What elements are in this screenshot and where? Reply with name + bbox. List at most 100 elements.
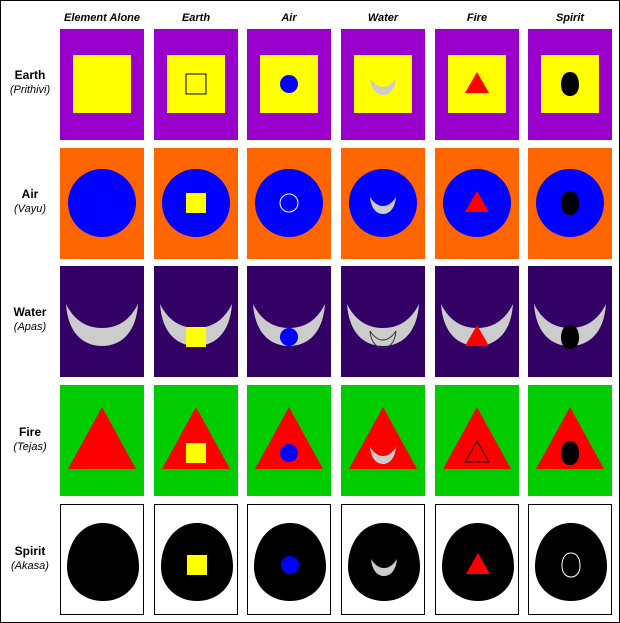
spirit-egg-icon-small	[561, 72, 579, 96]
tile-water-fire	[435, 266, 519, 377]
spirit-egg-icon-small	[561, 441, 579, 465]
tile-fire-fire-graphic	[443, 407, 511, 469]
row-sanskrit-spirit: (Akasa)	[11, 560, 49, 572]
tile-air-earth	[154, 148, 238, 259]
earth-square-icon	[167, 55, 225, 113]
tile-earth-air	[247, 29, 331, 140]
water-crescent-icon-small	[370, 78, 396, 95]
tile-earth-air-graphic	[260, 55, 318, 113]
tile-earth-water-graphic	[354, 55, 412, 113]
tile-earth-spirit-graphic	[541, 55, 599, 113]
tile-air-earth-graphic	[162, 169, 230, 237]
tile-fire-earth-graphic	[162, 407, 230, 469]
tile-fire-spirit-graphic	[536, 407, 604, 469]
tile-fire-air	[247, 385, 331, 496]
tile-air-air	[247, 148, 331, 259]
tile-air-spirit	[528, 148, 612, 259]
water-crescent-icon	[441, 304, 513, 346]
row-header-fire: Fire (Tejas)	[1, 425, 59, 454]
fire-triangle-icon-small	[464, 439, 490, 463]
tile-air-water-graphic	[349, 169, 417, 237]
fire-triangle-icon-small	[465, 325, 489, 346]
tile-spirit-alone	[60, 504, 144, 615]
row-sanskrit-earth: (Prithivi)	[9, 84, 51, 96]
tile-water-spirit	[528, 266, 612, 377]
row-sanskrit-water: (Apas)	[13, 321, 47, 333]
tile-air-water	[341, 148, 425, 259]
tile-spirit-water	[341, 504, 425, 615]
tile-air-spirit-graphic	[536, 169, 604, 237]
spirit-egg-icon-small	[561, 191, 579, 215]
tile-fire-alone	[60, 385, 144, 496]
tile-earth-alone	[60, 29, 144, 140]
water-crescent-icon	[253, 304, 325, 346]
row-header-air: Air (Vayu)	[1, 187, 59, 216]
tile-earth-earth	[154, 29, 238, 140]
water-crescent-icon	[66, 304, 138, 346]
row-header-earth: Earth (Prithivi)	[1, 68, 59, 97]
tile-spirit-spirit-graphic	[535, 523, 607, 601]
air-circle-icon-small	[280, 444, 298, 462]
column-header-air: Air	[281, 12, 297, 24]
tile-earth-earth-graphic	[167, 55, 225, 113]
column-header-fire: Fire	[466, 12, 488, 24]
water-crescent-icon-small	[369, 330, 397, 349]
tile-fire-air-graphic	[255, 407, 323, 469]
earth-square-icon-small	[186, 193, 206, 213]
tile-air-fire	[435, 148, 519, 259]
water-crescent-icon-small	[370, 447, 396, 464]
tile-water-air	[247, 266, 331, 377]
spirit-egg-icon	[535, 523, 607, 601]
tile-fire-alone-graphic	[68, 407, 136, 469]
tile-air-alone-graphic	[68, 169, 136, 237]
spirit-egg-icon	[67, 523, 139, 601]
tile-fire-water	[341, 385, 425, 496]
tile-air-alone	[60, 148, 144, 259]
tile-fire-earth	[154, 385, 238, 496]
tile-earth-fire	[435, 29, 519, 140]
air-circle-icon-small	[279, 193, 299, 213]
fire-triangle-icon	[162, 407, 230, 469]
tile-water-alone-graphic	[66, 304, 138, 346]
air-circle-icon-small	[280, 328, 298, 346]
fire-triangle-icon-small	[466, 553, 490, 574]
fire-triangle-icon	[68, 407, 136, 469]
tile-fire-water-graphic	[349, 407, 417, 469]
row-name-fire: Fire	[18, 425, 41, 439]
earth-square-icon-small	[187, 555, 207, 575]
water-crescent-icon	[534, 304, 606, 346]
air-circle-icon	[349, 169, 417, 237]
fire-triangle-icon	[443, 407, 511, 469]
tile-earth-water	[341, 29, 425, 140]
tile-water-fire-graphic	[441, 304, 513, 346]
water-crescent-icon	[347, 304, 419, 346]
tile-water-earth	[154, 266, 238, 377]
tile-water-water	[341, 266, 425, 377]
fire-triangle-icon	[536, 407, 604, 469]
tile-air-air-graphic	[255, 169, 323, 237]
tile-earth-spirit	[528, 29, 612, 140]
fire-triangle-icon	[255, 407, 323, 469]
air-circle-icon-small	[281, 556, 299, 574]
tile-water-alone	[60, 266, 144, 377]
spirit-egg-icon-small	[561, 552, 581, 578]
tile-spirit-air	[247, 504, 331, 615]
tile-spirit-water-graphic	[348, 523, 420, 601]
earth-square-icon-small	[185, 73, 207, 95]
tile-spirit-spirit	[528, 504, 612, 615]
spirit-egg-icon	[348, 523, 420, 601]
tile-spirit-earth	[154, 504, 238, 615]
tile-water-earth-graphic	[160, 304, 232, 347]
tile-water-air-graphic	[253, 304, 325, 346]
column-header-element-alone: Element Alone	[64, 12, 140, 24]
earth-square-icon-small	[186, 327, 206, 347]
water-crescent-icon	[160, 304, 232, 346]
row-name-air: Air	[21, 187, 39, 201]
air-circle-icon-small	[280, 75, 298, 93]
tile-fire-spirit	[528, 385, 612, 496]
tile-earth-alone-graphic	[73, 55, 131, 113]
earth-square-icon	[73, 55, 131, 113]
tile-water-spirit-graphic	[534, 304, 606, 349]
row-name-earth: Earth	[14, 68, 46, 82]
